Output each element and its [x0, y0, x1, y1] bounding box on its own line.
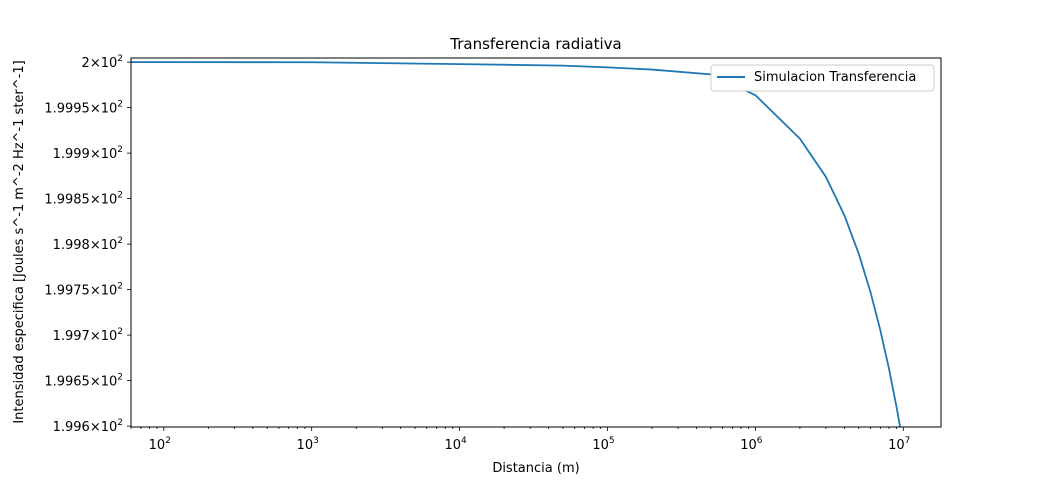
legend-box: [710, 64, 935, 92]
x-tick-label: 106: [740, 436, 763, 453]
legend: Simulacion Transferencia: [710, 64, 935, 92]
x-axis-label: Distancia (m): [492, 461, 579, 476]
y-tick-label: 1.996×102: [53, 418, 123, 435]
y-axis-ticks: 2×102 1.9995×102 1.999×102 1.9985×102 1.998×…: [44, 54, 131, 435]
y-tick-label: 1.9975×102: [44, 282, 123, 299]
plot-lines: [131, 61, 901, 427]
x-tick-label: 107: [888, 436, 910, 453]
x-tick-label: 102: [149, 436, 171, 453]
x-tick-label: 105: [592, 436, 614, 453]
y-tick-label: 2×102: [82, 54, 123, 71]
plot-frame: [130, 57, 942, 428]
y-axis-label: Intensidad especifica [Joules s^-1 m^-2 …: [12, 60, 27, 423]
y-tick-label: 1.9985×102: [44, 191, 123, 208]
y-tick-label: 1.998×102: [53, 236, 123, 253]
y-tick-label: 1.9965×102: [44, 373, 123, 390]
series-line-0: [131, 61, 901, 427]
y-tick-label: 1.997×102: [53, 327, 123, 344]
legend-label-simulacion-transferencia: Simulacion Transferencia: [754, 70, 916, 85]
y-tick-label: 1.999×102: [53, 145, 123, 162]
x-tick-label: 104: [444, 436, 467, 453]
x-tick-label: 103: [297, 436, 319, 453]
y-tick-label: 1.9995×102: [44, 100, 123, 117]
x-axis-ticks: 102 103 104 105 106 107: [130, 427, 910, 453]
chart-title: Transferencia radiativa: [449, 35, 621, 53]
